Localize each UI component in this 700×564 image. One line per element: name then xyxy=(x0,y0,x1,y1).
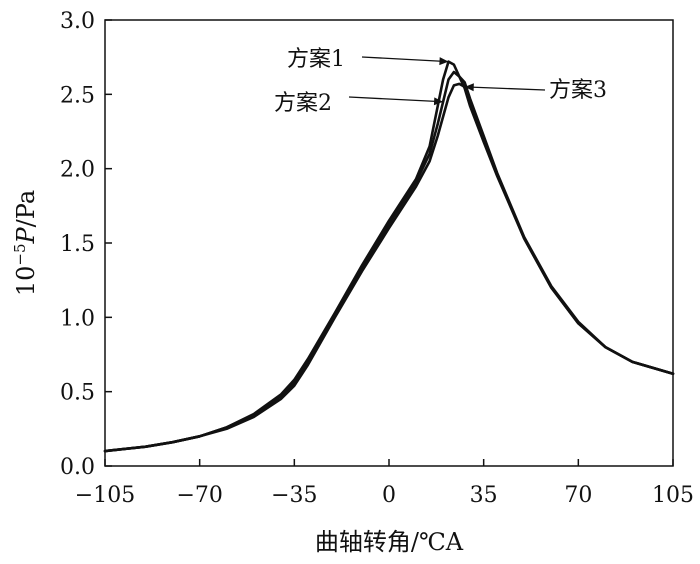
y-axis-title-prefix: 10 xyxy=(12,266,40,297)
x-tick-label: 0 xyxy=(382,483,396,508)
annotation-arrowhead xyxy=(464,83,474,92)
y-axis-title-exponent: −5 xyxy=(11,243,29,265)
annotation-leader-line xyxy=(348,96,444,103)
y-tick-label: 2.0 xyxy=(60,158,95,183)
annotation-arrowhead xyxy=(433,97,444,106)
y-tick-label: 0.5 xyxy=(60,381,95,406)
series-layer xyxy=(103,60,675,453)
y-axis-title: 10−5P/Pa xyxy=(11,190,40,296)
series-line-1 xyxy=(103,60,675,453)
series-line-3 xyxy=(103,82,675,453)
x-axis-ticks: −105 −70 −35 0 35 70 105 xyxy=(75,459,694,508)
annotation-label-2: 方案2 xyxy=(274,91,332,116)
annotation-arrowhead xyxy=(439,57,449,66)
annotation-label-1: 方案1 xyxy=(287,47,345,72)
y-tick-label: 3.0 xyxy=(60,9,95,34)
y-tick-label: 0.0 xyxy=(60,455,95,480)
y-tick-label: 1.5 xyxy=(60,232,95,257)
annotation-leader-line xyxy=(361,56,449,63)
annotation-layer: 方案1 方案2 方案3 xyxy=(274,47,607,116)
y-tick-label: 1.0 xyxy=(60,306,95,331)
series-line-2 xyxy=(103,70,675,453)
y-axis-title-unit: /Pa xyxy=(12,190,40,227)
x-tick-label: 70 xyxy=(564,483,592,508)
x-tick-label: 35 xyxy=(470,483,498,508)
x-axis-title: 曲轴转角/℃A xyxy=(315,528,464,556)
x-tick-label: 105 xyxy=(652,483,694,508)
annotation-leader-line xyxy=(464,86,546,91)
x-tick-label: −35 xyxy=(271,483,317,508)
annotation-label-3: 方案3 xyxy=(549,78,607,103)
y-axis-title-variable: P xyxy=(12,226,40,244)
x-tick-label: −105 xyxy=(75,483,135,508)
y-tick-label: 2.5 xyxy=(60,83,95,108)
x-tick-label: −70 xyxy=(176,483,222,508)
y-axis-ticks: 0.0 0.5 1.0 1.5 2.0 2.5 3.0 xyxy=(60,9,112,480)
